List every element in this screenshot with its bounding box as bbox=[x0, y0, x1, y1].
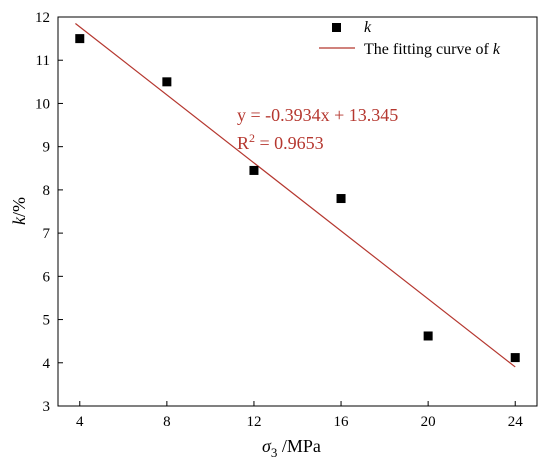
x-axis-ticks: 4 8 12 16 20 24 bbox=[76, 401, 523, 430]
data-point bbox=[162, 77, 172, 87]
x-axis-unit: /MPa bbox=[277, 436, 321, 456]
y-tick-label: 11 bbox=[36, 53, 50, 69]
y-axis-unit: /% bbox=[9, 197, 29, 217]
fit-line bbox=[75, 23, 516, 368]
y-tick-label: 12 bbox=[35, 10, 50, 26]
legend-label-k: k bbox=[364, 19, 372, 36]
y-tick-label: 3 bbox=[43, 399, 51, 415]
r2-value: = 0.9653 bbox=[255, 133, 324, 153]
x-axis-subscript: 3 bbox=[271, 445, 278, 460]
y-tick-label: 4 bbox=[43, 356, 51, 372]
r2-prefix: R bbox=[237, 133, 249, 153]
data-point bbox=[249, 165, 259, 175]
x-tick-label: 12 bbox=[246, 414, 261, 430]
y-axis-symbol: k bbox=[9, 216, 29, 225]
data-point bbox=[336, 194, 346, 204]
x-tick-label: 16 bbox=[334, 414, 350, 430]
x-tick-label: 8 bbox=[163, 414, 171, 430]
y-tick-label: 5 bbox=[43, 313, 51, 329]
x-tick-label: 20 bbox=[421, 414, 436, 430]
data-point bbox=[75, 34, 85, 44]
y-tick-label: 10 bbox=[35, 96, 50, 112]
y-axis-title: k/% bbox=[9, 197, 29, 225]
x-axis-symbol: σ bbox=[262, 436, 272, 456]
y-tick-label: 7 bbox=[43, 226, 51, 242]
r2-superscript: 2 bbox=[249, 131, 255, 145]
legend-label-fit-text: The fitting curve of bbox=[364, 41, 493, 58]
data-points bbox=[75, 34, 520, 363]
data-point bbox=[423, 331, 433, 341]
plot-frame bbox=[57, 16, 538, 407]
legend-marker-k bbox=[332, 23, 341, 32]
fit-equation: y = -0.3934x + 13.345 bbox=[237, 105, 398, 125]
y-tick-label: 8 bbox=[43, 183, 51, 199]
legend-label-fit-symbol: k bbox=[493, 41, 501, 58]
fit-r-squared: R2 = 0.9653 bbox=[237, 131, 324, 153]
x-tick-label: 24 bbox=[508, 414, 524, 430]
legend: k The fitting curve of k bbox=[319, 19, 501, 58]
legend-label-fit: The fitting curve of k bbox=[364, 41, 501, 58]
y-tick-label: 9 bbox=[43, 140, 51, 156]
y-tick-label: 6 bbox=[43, 269, 51, 285]
y-axis-ticks: 3 4 5 6 7 8 9 10 11 12 bbox=[35, 10, 63, 415]
data-point bbox=[510, 353, 520, 363]
x-axis-title: σ3 /MPa bbox=[262, 436, 321, 460]
x-tick-label: 4 bbox=[76, 414, 84, 430]
